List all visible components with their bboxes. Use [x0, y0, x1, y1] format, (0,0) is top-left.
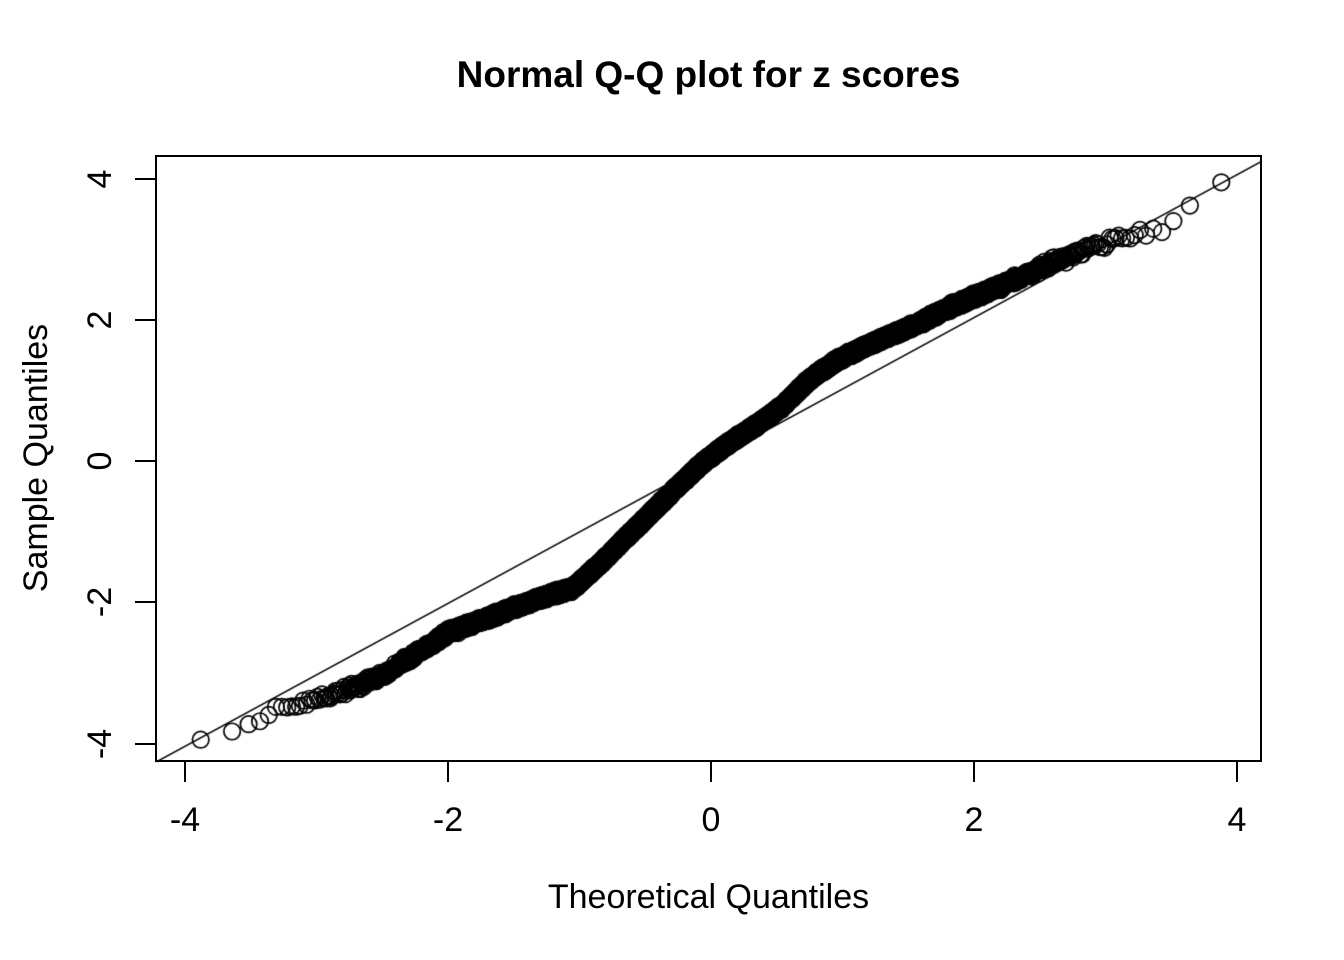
x-tick-mark [710, 762, 712, 782]
chart-title: Normal Q-Q plot for z scores [456, 54, 961, 95]
x-tick-mark [973, 762, 975, 782]
y-tick-label: 4 [81, 169, 119, 189]
x-tick-mark [184, 762, 186, 782]
x-tick-mark [447, 762, 449, 782]
x-tick-label: -4 [169, 801, 201, 839]
y-tick-mark [135, 601, 155, 604]
plot-box-border [155, 155, 1262, 762]
x-tick-label: 0 [701, 801, 721, 839]
x-tick-mark [1236, 762, 1238, 782]
y-tick-mark [135, 742, 155, 745]
y-tick-label: 2 [81, 310, 119, 330]
y-axis-title: Sample Quantiles [17, 323, 55, 593]
y-tick-mark [135, 460, 155, 463]
y-tick-label: -2 [81, 587, 119, 618]
x-axis-title: Theoretical Quantiles [547, 878, 870, 916]
x-tick-label: 4 [1227, 801, 1247, 839]
y-tick-label: -4 [81, 728, 119, 759]
y-tick-mark [135, 319, 155, 321]
x-tick-label: -2 [432, 801, 464, 839]
y-tick-label: 0 [81, 451, 119, 471]
x-tick-label: 2 [964, 801, 984, 839]
y-tick-mark [135, 177, 155, 180]
